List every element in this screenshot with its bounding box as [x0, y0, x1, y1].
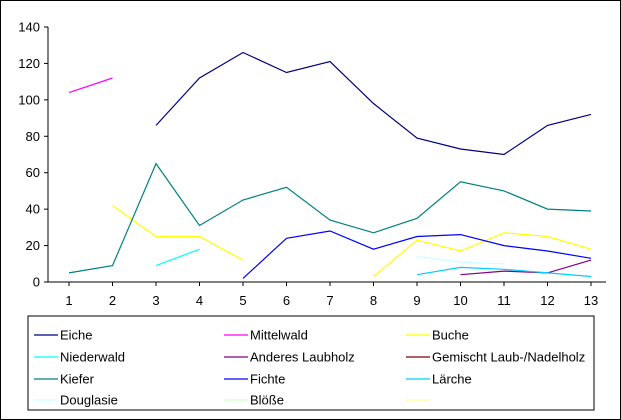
legend-item: Douglasie: [34, 393, 118, 408]
x-tick-label: 5: [239, 293, 246, 308]
x-tick-label: 1: [65, 293, 72, 308]
y-tick-label: 100: [18, 92, 40, 107]
x-tick-label: 12: [540, 293, 554, 308]
series-line: [416, 255, 505, 265]
x-tick-label: 4: [196, 293, 203, 308]
x-tick-label: 6: [283, 293, 290, 308]
series-fichte: [242, 230, 592, 279]
x-tick-label: 11: [497, 293, 511, 308]
legend-label: Gemischt Laub-/Nadelholz: [432, 350, 585, 365]
series-line: [112, 205, 244, 261]
legend-label: Mittelwald: [250, 328, 308, 343]
legend-item: Buche: [406, 328, 469, 343]
series-anderes-laubholz: [460, 259, 592, 276]
series-line: [68, 77, 113, 94]
legend-item: Niederwald: [34, 350, 125, 365]
series-mittelwald: [68, 77, 113, 94]
x-tick-label: 10: [453, 293, 467, 308]
x-tick-label: 2: [109, 293, 116, 308]
legend-label: Anderes Laubholz: [250, 350, 355, 365]
legend-label: Eiche: [60, 328, 93, 343]
series-line: [416, 266, 592, 278]
series-line: [373, 232, 592, 277]
series-line: [155, 51, 592, 156]
legend-item: Eiche: [34, 328, 93, 343]
legend-label: Blöße: [250, 393, 284, 408]
x-tick-label: 9: [413, 293, 420, 308]
legend-label: Niederwald: [60, 350, 125, 365]
x-tick-label: 8: [370, 293, 377, 308]
legend-box: [27, 315, 595, 411]
series-line: [155, 248, 200, 267]
legend-item: Fichte: [224, 372, 285, 387]
x-tick-label: 13: [584, 293, 598, 308]
series-eiche: [155, 51, 592, 156]
series-niederwald: [155, 248, 200, 267]
y-tick-label: 20: [26, 238, 40, 253]
series-line: [460, 259, 592, 276]
legend-label: Lärche: [432, 372, 472, 387]
legend-label: Buche: [432, 328, 469, 343]
x-tick-label: 7: [326, 293, 333, 308]
legend-item: Anderes Laubholz: [224, 350, 355, 365]
y-tick-label: 80: [26, 129, 40, 144]
y-tick-label: 40: [26, 202, 40, 217]
legend-item: Blöße: [224, 393, 284, 408]
series-line: [242, 230, 592, 279]
y-tick-label: 0: [33, 275, 40, 290]
y-tick-label: 60: [26, 165, 40, 180]
y-tick-label: 140: [18, 20, 40, 35]
series-kiefer: [68, 162, 592, 274]
series-buche: [112, 205, 592, 277]
legend-item: Gemischt Laub-/Nadelholz: [406, 350, 585, 365]
legend-label: Fichte: [250, 372, 285, 387]
x-tick-label: 3: [152, 293, 159, 308]
legend-label: Kiefer: [60, 372, 95, 387]
legend-item: Mittelwald: [224, 328, 308, 343]
y-tick-label: 120: [18, 56, 40, 71]
series-line: [68, 162, 592, 274]
series-lärche: [416, 266, 592, 278]
series-douglasie: [416, 255, 505, 265]
legend: Eiche Mittelwald Buche Niederwald Anderes La…: [27, 315, 595, 411]
legend-label: Douglasie: [60, 393, 118, 408]
legend-item: Kiefer: [34, 372, 95, 387]
legend-item: Lärche: [406, 372, 472, 387]
